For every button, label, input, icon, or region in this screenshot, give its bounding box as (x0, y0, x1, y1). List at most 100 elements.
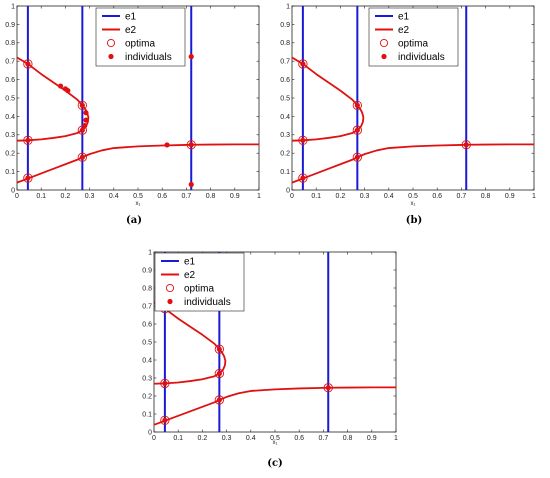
individual-point (25, 137, 31, 143)
y-tick-label: 0.7 (280, 59, 290, 66)
x-tick-label: 0.7 (182, 193, 192, 200)
y-tick-label: 1 (11, 3, 15, 10)
legend-swatch-optima (106, 38, 116, 48)
e2-curve-lower (16, 143, 259, 184)
y-tick-label: 0.9 (280, 22, 290, 29)
subplot-caption: (b) (406, 215, 422, 226)
optima-point (298, 173, 308, 183)
x-tick-label: 0.3 (360, 193, 370, 200)
x-tick-label: 1 (532, 193, 536, 200)
x-tick-label: 0.9 (367, 435, 377, 442)
optima-point (352, 152, 362, 162)
subplot-c: 0 0.1 0.2 0.3 0.4 0.5 0.6 0.7 0.8 0.9 1 0 0.1 0.2 0.3 0… (142, 249, 398, 469)
x-tick-label: 0.7 (457, 193, 467, 200)
individual-point (162, 380, 168, 386)
individual-point (216, 346, 222, 352)
individual-point (188, 181, 194, 188)
individual-point (216, 397, 222, 403)
individual-point (79, 127, 85, 133)
y-tick-label: 1 (286, 3, 290, 10)
y-tick-label: 0.7 (142, 303, 152, 310)
individual-point (300, 61, 306, 67)
e2-curve-lower (291, 143, 534, 184)
y-tick-label: 0.8 (5, 40, 15, 47)
e2-curve-fold (153, 301, 227, 385)
optima-point (186, 140, 196, 150)
individual-point (83, 117, 89, 123)
y-tick-label: 0.4 (280, 114, 290, 121)
y-tick-label: 0.5 (280, 95, 290, 102)
y-tick-label: 0.2 (5, 151, 15, 158)
x-tick-label: 0.4 (246, 435, 256, 442)
legend-label: optima (398, 39, 428, 50)
x-tick-label: 0.1 (36, 193, 46, 200)
individual-point (188, 142, 194, 148)
optima-point (160, 415, 170, 425)
y-tick-label: 0.1 (280, 169, 290, 176)
x-tick-label: 0.7 (319, 435, 329, 442)
individual-point (79, 154, 85, 160)
x-tick-label: 0.8 (206, 193, 216, 200)
legend-label: individuals (125, 52, 172, 63)
x-tick-label: 1 (257, 193, 261, 200)
optima-point (352, 125, 362, 135)
y-tick-label: 0.6 (280, 77, 290, 84)
legend-label: individuals (398, 52, 445, 63)
y-tick-label: 0 (11, 187, 15, 194)
x-tick-label: 0.9 (505, 193, 515, 200)
y-tick-label: 0.7 (5, 59, 15, 66)
optima-point (77, 100, 87, 111)
x-tick-label: 0 (15, 193, 19, 200)
legend: e1 e2 optima individuals (95, 7, 186, 67)
x-tick-label: 0.4 (109, 193, 119, 200)
individual-point (354, 127, 360, 133)
y-tick-label: 0.5 (5, 95, 15, 102)
legend-label: optima (184, 284, 214, 295)
x-tick-label: 0.1 (311, 193, 321, 200)
x-tick-label: 0.5 (408, 193, 418, 200)
e2-curve-fold (16, 56, 90, 142)
y-tick-label: 1 (148, 249, 152, 256)
individual-point (463, 142, 469, 148)
x-tick-label: 0.2 (61, 193, 71, 200)
individual-point (188, 54, 194, 60)
subplot-caption: (c) (267, 458, 283, 469)
y-tick-label: 0.1 (5, 169, 15, 176)
y-tick-label: 0.6 (142, 321, 152, 328)
legend-swatch-optima (165, 283, 175, 293)
x-axis-label: x₁ (272, 440, 277, 446)
x-tick-label: 0.3 (85, 193, 95, 200)
legend-label: e1 (398, 12, 410, 23)
individual-point (162, 417, 168, 423)
optima-point (160, 378, 170, 389)
legend-label: optima (125, 39, 155, 50)
individual-point (83, 110, 89, 116)
x-axis-label: x₁ (410, 201, 415, 207)
y-tick-label: 0.4 (142, 357, 152, 364)
x-tick-label: 0 (290, 193, 294, 200)
x-tick-label: 0.6 (157, 193, 167, 200)
legend-swatch-individuals (381, 53, 387, 60)
optima-point (352, 100, 362, 111)
x-tick-label: 0.2 (198, 435, 208, 442)
optima-point (23, 173, 33, 183)
y-tick-label: 0.3 (5, 132, 15, 139)
optima-point (23, 59, 33, 69)
individual-point (354, 154, 360, 160)
legend-swatch-individuals (108, 53, 114, 60)
individual-point (79, 102, 85, 108)
subplot-b: 0 0.1 0.2 0.3 0.4 0.5 0.6 0.7 0.8 0.9 1 0 0.1 0.2 0.3 0… (280, 3, 536, 226)
x-tick-label: 0.1 (173, 435, 183, 442)
individual-point (325, 385, 331, 391)
optima-point (77, 152, 87, 162)
x-tick-label: 0.5 (133, 193, 143, 200)
x-tick-label: 1 (394, 435, 398, 442)
individual-point (82, 123, 88, 129)
optima-point (298, 135, 308, 145)
y-tick-label: 0.8 (142, 285, 152, 292)
y-tick-label: 0.4 (5, 114, 15, 121)
legend: e1 e2 optima individuals (154, 252, 245, 312)
optima-point (323, 383, 333, 393)
individual-point (164, 142, 170, 148)
y-tick-label: 0.9 (142, 267, 152, 274)
